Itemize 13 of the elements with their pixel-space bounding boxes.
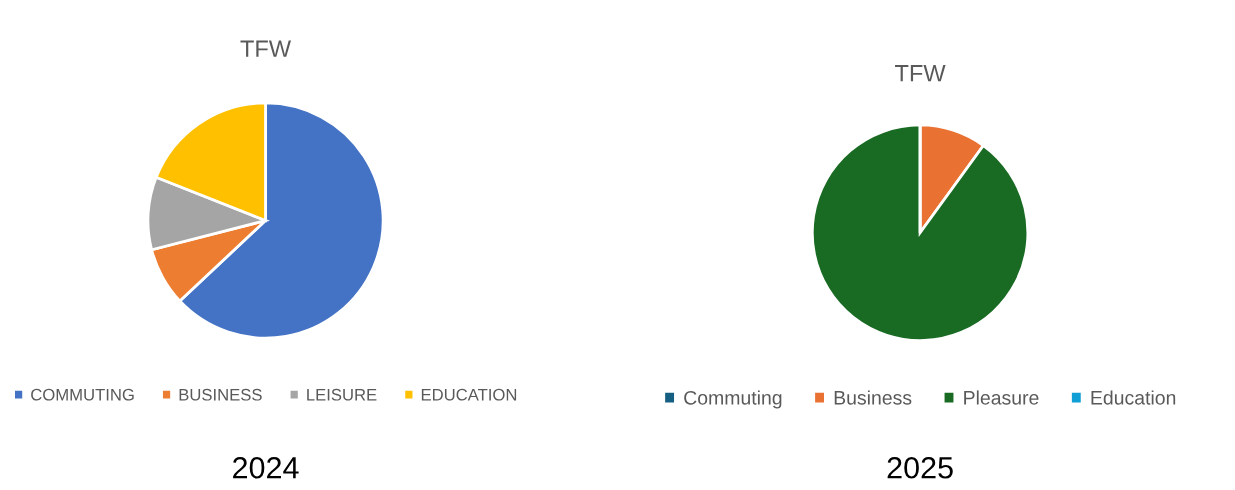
legend-label: Business — [834, 390, 912, 405]
legend-label: Commuting — [684, 390, 782, 409]
legend-label: Pleasure — [964, 390, 1039, 405]
chart-title: TFW — [895, 65, 946, 82]
chart-title: TFW — [240, 40, 292, 57]
text: 2025 — [887, 456, 953, 479]
legend-label: COMMUTING — [31, 388, 134, 401]
text: 2024 — [233, 456, 299, 479]
legend-label: LEISURE — [307, 388, 377, 401]
pie-slice — [810, 123, 1030, 342]
legend-label: Education — [1091, 390, 1176, 405]
legend-label: BUSINESS — [179, 388, 262, 401]
legend-label: EDUCATION — [421, 388, 517, 401]
